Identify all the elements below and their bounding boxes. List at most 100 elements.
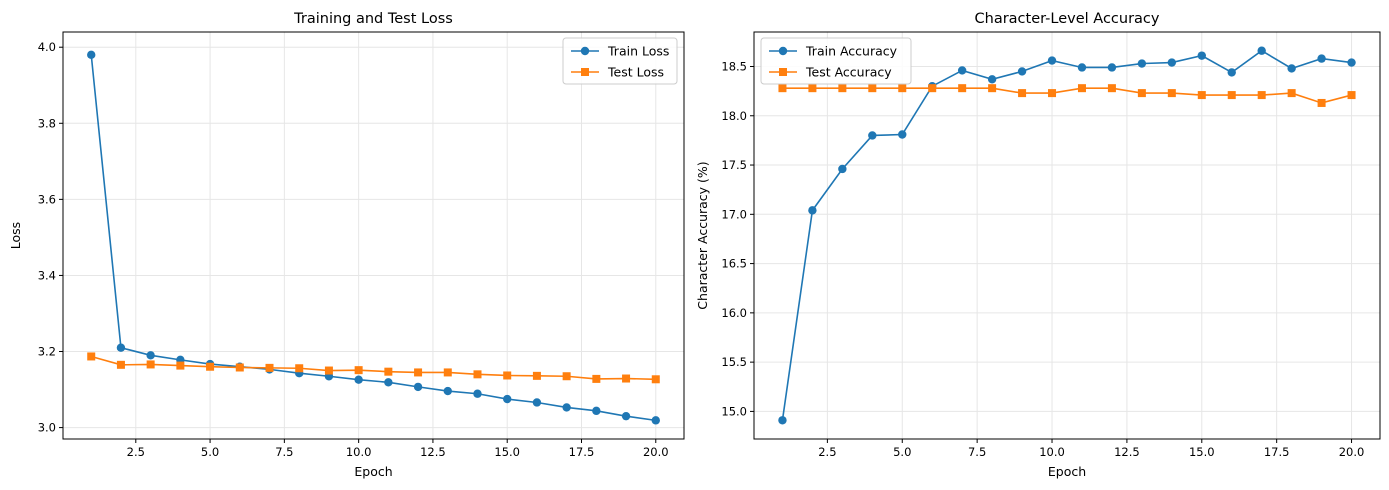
loss-y-tick-label: 3.0 <box>38 421 56 435</box>
test-accuracy-point <box>1167 89 1176 98</box>
train-loss-point <box>413 382 423 392</box>
train-accuracy-point <box>778 416 787 425</box>
train-accuracy-point <box>1167 58 1177 67</box>
accuracy-y-tick-label: 18.0 <box>721 109 747 123</box>
test-loss-point <box>235 363 244 372</box>
test-accuracy-point <box>898 84 907 93</box>
loss-y-tick-label: 3.4 <box>38 268 56 282</box>
accuracy-y-tick-label: 16.5 <box>721 257 747 271</box>
test-loss-line <box>91 355 656 381</box>
loss-x-tick-label: 20.0 <box>643 445 669 459</box>
train-accuracy-point <box>1257 46 1266 55</box>
loss-x-axis-label: Epoch <box>354 464 392 479</box>
train-accuracy-point <box>1317 54 1326 63</box>
train-accuracy-point <box>957 66 967 75</box>
test-accuracy-point <box>1048 89 1057 98</box>
test-accuracy-point <box>1287 89 1296 98</box>
train-accuracy-point <box>1017 67 1027 76</box>
legend-entry-test-accuracy: Test Accuracy <box>769 65 892 80</box>
accuracy-x-tick-label: 17.5 <box>1264 445 1290 459</box>
test-loss-point <box>473 370 482 379</box>
test-loss-point <box>87 352 96 361</box>
accuracy-x-tick-label: 10.0 <box>1039 445 1065 459</box>
test-loss-point <box>443 368 452 377</box>
test-loss-point <box>116 360 125 369</box>
loss-x-tick-label: 12.5 <box>420 445 446 459</box>
test-loss-point <box>206 362 215 371</box>
test-loss-point <box>592 374 601 383</box>
accuracy-grid <box>754 32 1380 439</box>
train-loss-point <box>116 343 126 352</box>
loss-y-ticks: 3.0 3.2 3.4 3.6 3.8 4.0 <box>38 40 63 435</box>
train-loss-point <box>473 389 482 398</box>
train-loss-point <box>562 403 571 412</box>
test-loss-point <box>295 364 304 373</box>
accuracy-x-tick-label: 2.5 <box>818 445 836 459</box>
test-loss-point <box>503 371 512 380</box>
test-accuracy-point <box>1018 89 1027 98</box>
train-loss-point <box>384 378 393 387</box>
accuracy-y-tick-label: 15.0 <box>721 404 747 418</box>
train-accuracy-point <box>1347 58 1356 67</box>
test-loss-point <box>532 371 541 380</box>
accuracy-legend-box <box>760 37 912 85</box>
test-loss-legend-marker <box>581 68 589 76</box>
loss-x-tick-label: 5.0 <box>201 445 219 459</box>
loss-x-tick-label: 15.0 <box>494 445 520 459</box>
train-accuracy-point <box>838 164 847 174</box>
train-loss-legend-marker <box>580 46 590 56</box>
train-loss-point <box>651 416 660 425</box>
accuracy-chart-title: Character-Level Accuracy <box>975 11 1160 27</box>
loss-chart: 2.5 5.0 7.5 10.0 12.5 15.0 17.5 20.0 3.03.23.43… <box>8 11 685 479</box>
legend-label-train-accuracy: Train Accuracy <box>805 44 898 59</box>
test-accuracy-point <box>958 84 967 93</box>
legend-label-test-accuracy: Test Accuracy <box>805 65 892 80</box>
train-loss-point <box>146 351 155 360</box>
train-loss-point <box>443 386 452 396</box>
loss-chart-title: Training and Test Loss <box>293 11 453 27</box>
loss-x-tick-label: 2.5 <box>127 445 145 459</box>
accuracy-legend: Train Accuracy Test Accuracy <box>760 37 912 85</box>
test-accuracy-point <box>868 84 877 93</box>
legend-label-test-loss: Test Loss <box>607 65 664 80</box>
accuracy-x-tick-label: 5.0 <box>893 445 911 459</box>
train-accuracy-point <box>808 206 817 215</box>
test-loss-point <box>324 366 333 375</box>
loss-y-tick-label: 3.2 <box>38 345 56 359</box>
train-accuracy-point <box>1137 59 1147 68</box>
train-loss-point <box>532 398 542 407</box>
test-accuracy-point <box>988 84 997 93</box>
train-accuracy-point <box>1227 68 1236 77</box>
accuracy-y-ticks: 15.0 15.5 16.0 16.5 17.0 17.5 18.0 18.5 <box>721 59 754 418</box>
test-loss-point <box>384 367 393 376</box>
accuracy-y-axis-label: Character Accuracy (%) <box>695 161 710 309</box>
train-accuracy-point <box>868 131 877 140</box>
accuracy-x-tick-label: 20.0 <box>1339 445 1365 459</box>
loss-y-tick-label: 3.6 <box>38 192 56 206</box>
accuracy-x-tick-label: 12.5 <box>1114 445 1140 459</box>
test-accuracy-point <box>808 84 817 93</box>
train-loss-point <box>621 411 631 421</box>
accuracy-x-tick-label: 15.0 <box>1189 445 1215 459</box>
train-accuracy-point <box>898 130 907 139</box>
loss-series <box>87 50 660 425</box>
test-loss-point <box>354 366 363 375</box>
legend-label-train-loss: Train Loss <box>607 44 669 59</box>
train-accuracy-point <box>1197 51 1206 60</box>
test-accuracy-line <box>782 87 1352 104</box>
test-accuracy-point <box>778 84 787 93</box>
loss-y-tick-label: 4.0 <box>38 40 56 54</box>
test-loss-point <box>414 368 423 377</box>
train-accuracy-line <box>781 49 1352 421</box>
train-loss-point <box>87 50 96 60</box>
train-accuracy-point <box>1077 63 1087 72</box>
accuracy-y-tick-label: 15.5 <box>721 355 747 369</box>
test-loss-point <box>146 360 155 369</box>
train-accuracy-point <box>1107 63 1117 72</box>
test-loss-point <box>622 374 631 383</box>
test-loss-point <box>651 375 660 384</box>
train-loss-point <box>592 406 601 416</box>
test-loss-point <box>176 361 185 370</box>
train-accuracy-point <box>1287 64 1296 73</box>
accuracy-x-ticks: 2.5 5.0 7.5 10.0 12.5 15.0 17.5 20.0 <box>818 439 1364 459</box>
